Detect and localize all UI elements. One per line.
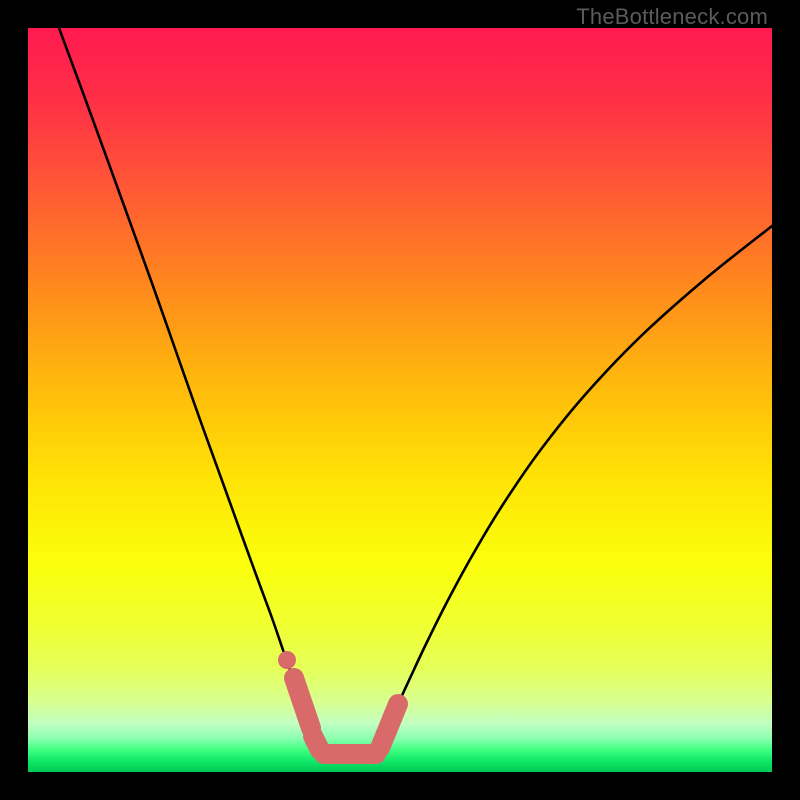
- curve-layer: [28, 28, 772, 772]
- watermark-text: TheBottleneck.com: [576, 4, 768, 30]
- marker-segment-3: [380, 704, 398, 748]
- marker-dot: [278, 651, 296, 669]
- marker-segment-0: [294, 678, 311, 728]
- frame-bottom: [0, 772, 800, 800]
- marker-band: [278, 651, 398, 754]
- frame-left: [0, 0, 28, 800]
- frame-right: [772, 0, 800, 800]
- bottleneck-curve: [59, 28, 772, 758]
